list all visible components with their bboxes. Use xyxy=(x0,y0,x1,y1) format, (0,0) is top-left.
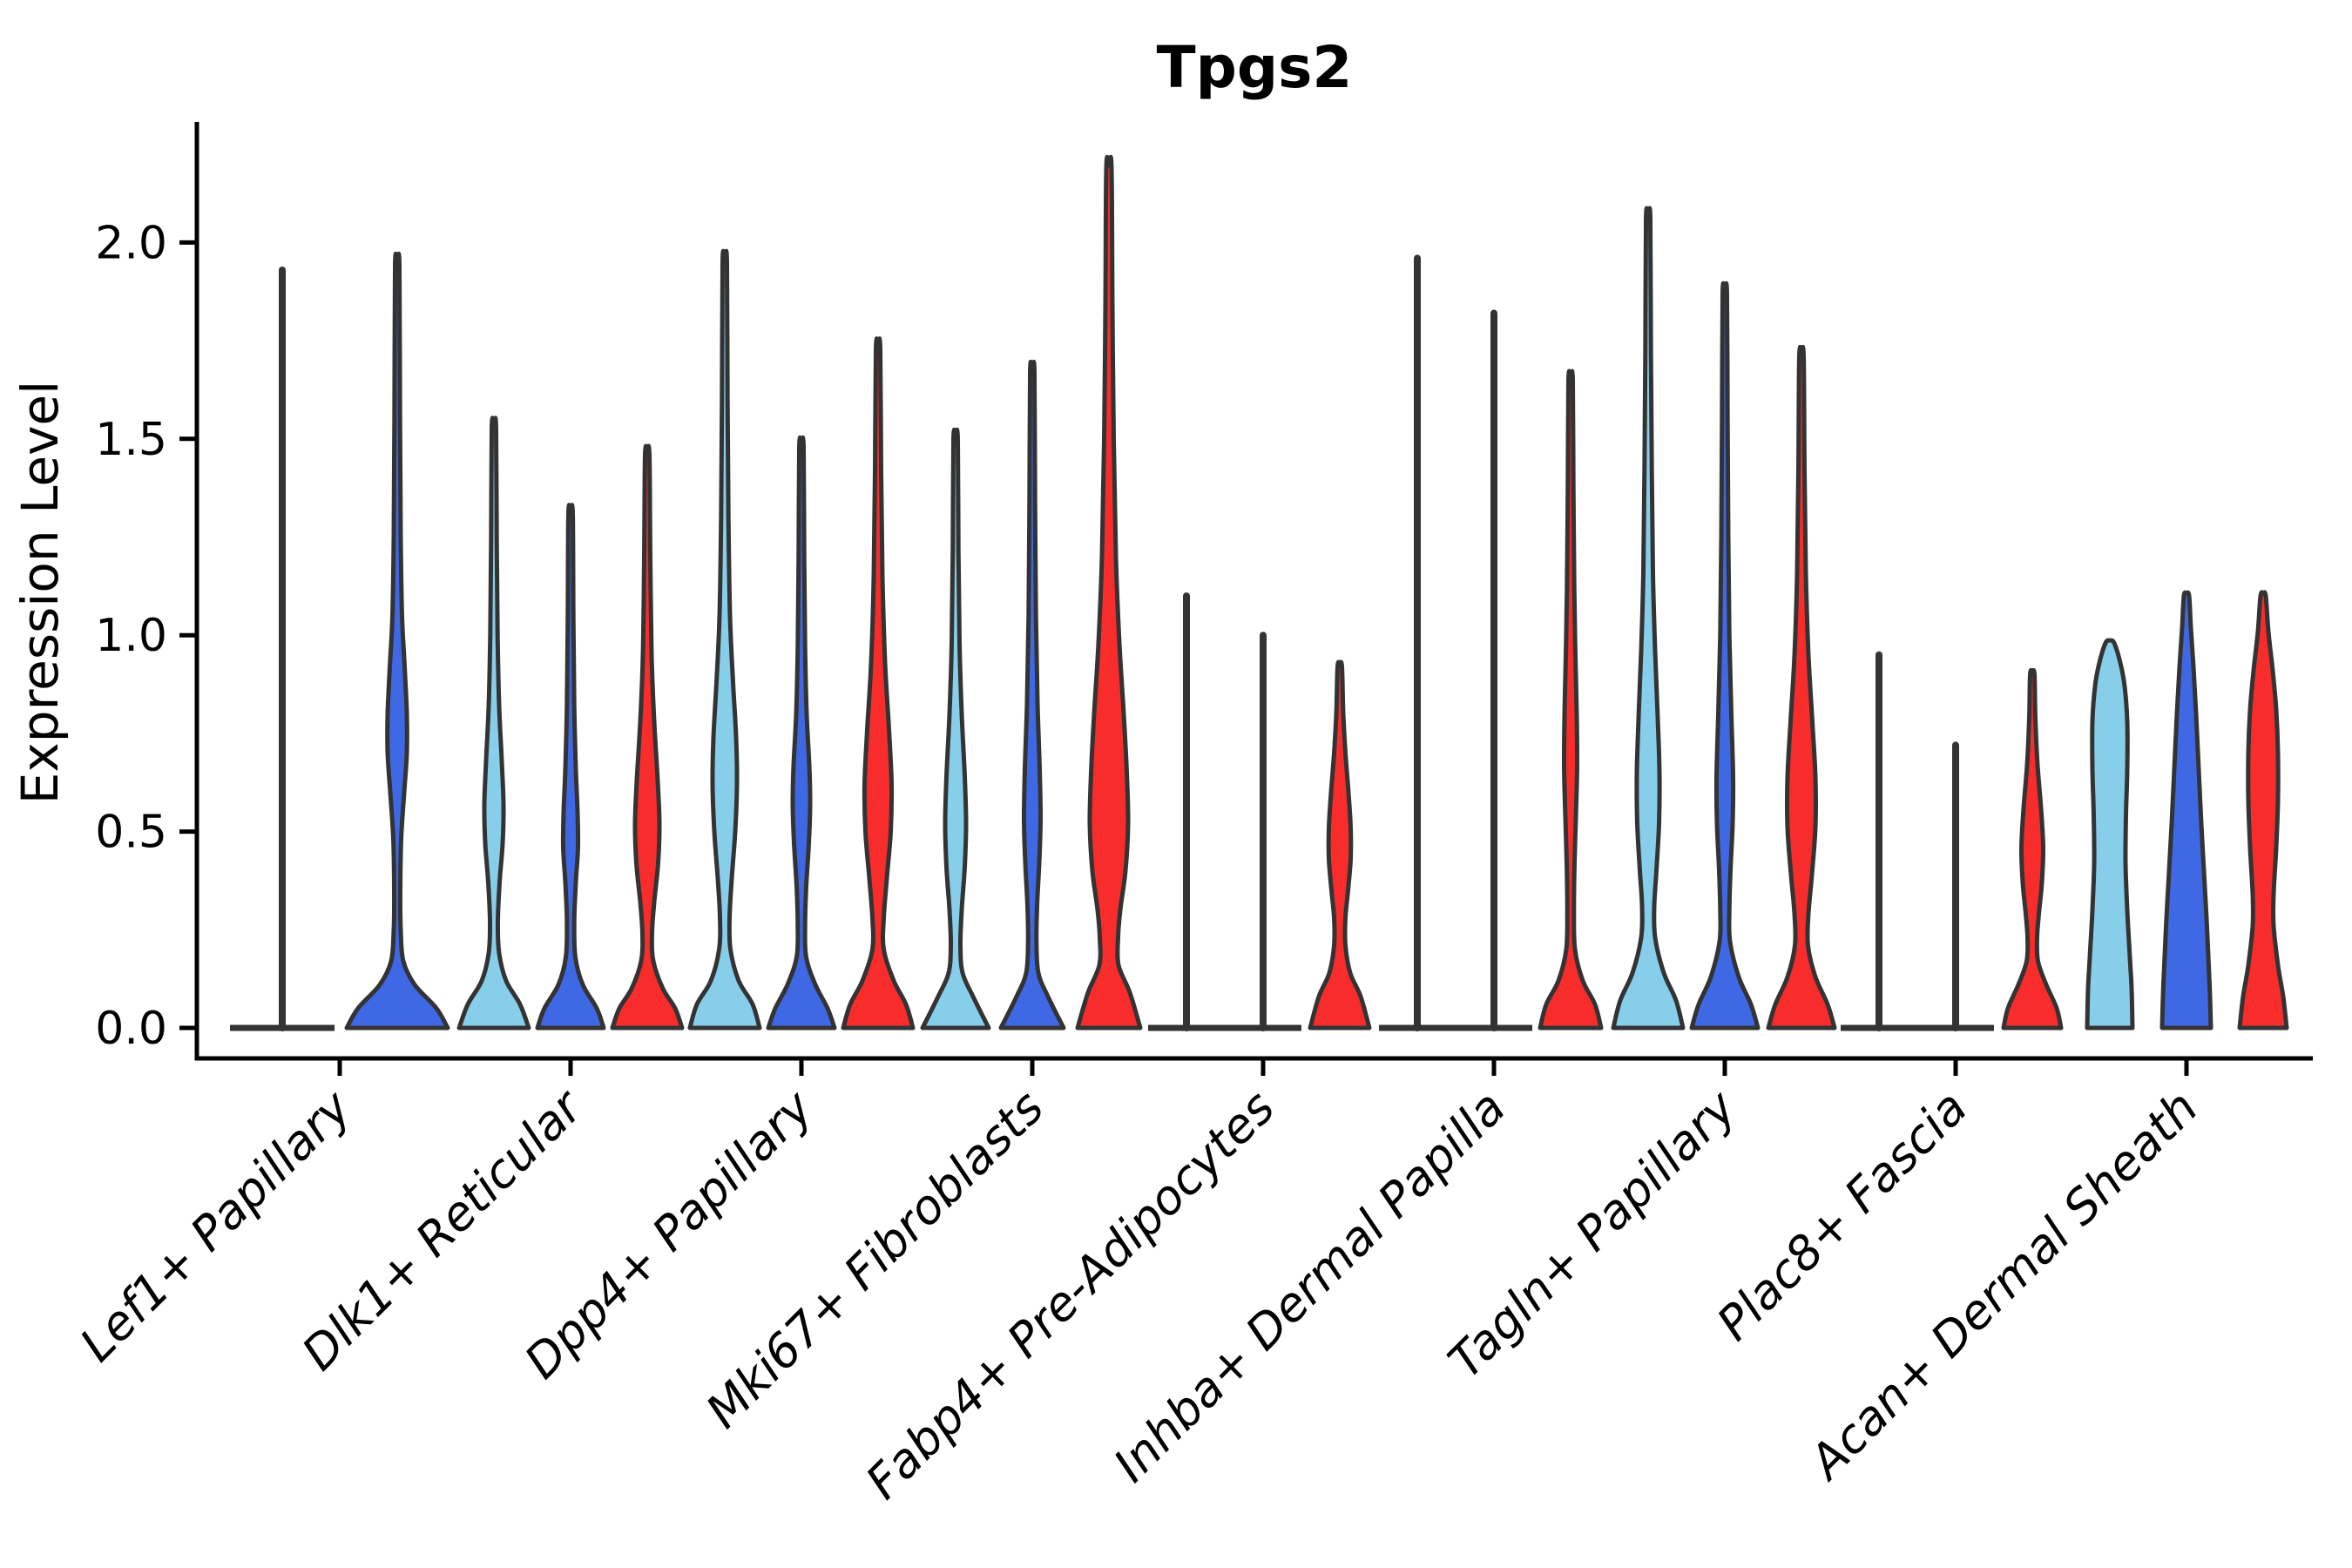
y-tick-label: 1.0 xyxy=(95,610,167,662)
violin-dpp4-papillary-red xyxy=(841,336,916,1031)
violin-plac8-fascia-red xyxy=(2001,667,2064,1031)
violin-mki67-fibroblasts-red xyxy=(1075,154,1143,1031)
violin-dlk1-reticular-red xyxy=(610,443,685,1031)
violin-tagln-papillary-royal_blue xyxy=(1689,280,1761,1031)
violin-tagln-papillary-light_blue xyxy=(1611,206,1686,1031)
x-tick-label-plac8-fascia: Plac8+ Fascia xyxy=(1707,1080,1977,1351)
violin-inhba-dermal-papilla-red xyxy=(1538,368,1604,1031)
violin-dpp4-papillary-light_blue xyxy=(687,248,762,1031)
violin-dpp4-papillary-royal_blue xyxy=(766,435,837,1031)
violin-lef1-papillary-royal_blue xyxy=(344,251,450,1031)
x-tick-label-acan-dermal-sheath: Acan+ Dermal Sheath xyxy=(1797,1080,2208,1491)
x-tick-label-inhba-dermal-papilla: Inhba+ Dermal Papilla xyxy=(1103,1080,1516,1493)
x-tick-label-fabp4-pre-adipocytes: Fabp4+ Pre-Adipocytes xyxy=(855,1080,1285,1510)
y-tick-label: 0.5 xyxy=(95,807,167,859)
violin-dlk1-reticular-royal_blue xyxy=(535,503,606,1031)
y-tick-label: 0.0 xyxy=(95,1003,167,1055)
violin-mki67-fibroblasts-royal_blue xyxy=(998,359,1066,1031)
violin-acan-dermal-sheath-royal_blue xyxy=(2159,590,2213,1031)
violin-dlk1-reticular-light_blue xyxy=(456,416,531,1031)
violin-mki67-fibroblasts-light_blue xyxy=(920,427,991,1031)
violin-acan-dermal-sheath-red xyxy=(2237,590,2289,1031)
violin-fabp4-pre-adipocytes-red xyxy=(1308,659,1372,1031)
violin-acan-dermal-sheath-light_blue xyxy=(2085,638,2135,1031)
chart-title: Tpgs2 xyxy=(1157,34,1353,101)
y-axis-title: Expression Level xyxy=(10,381,70,804)
y-tick-label: 2.0 xyxy=(95,217,167,269)
y-tick-label: 1.5 xyxy=(95,414,167,466)
violin-tagln-papillary-red xyxy=(1766,344,1837,1031)
